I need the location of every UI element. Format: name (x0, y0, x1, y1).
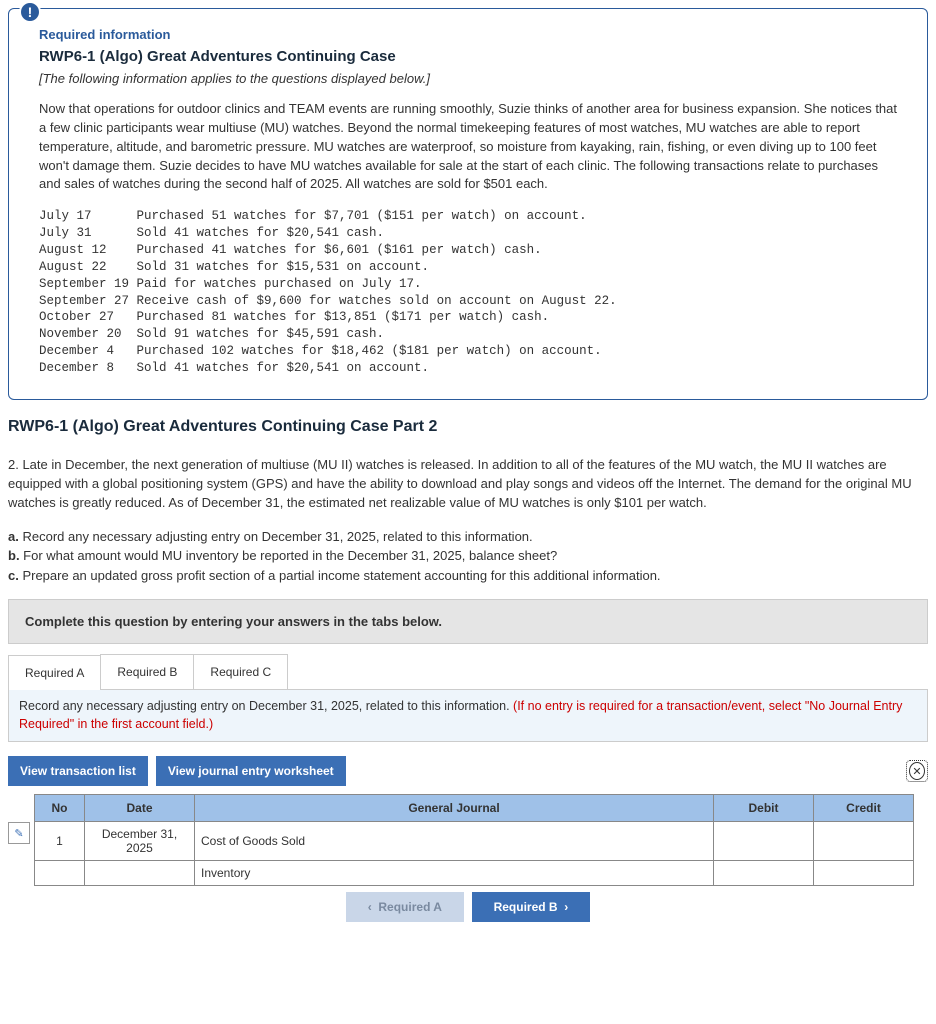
instruction-bar: Complete this question by entering your … (8, 599, 928, 644)
next-required-b-button[interactable]: Required B › (472, 892, 591, 922)
sub-a: a. a. Record any necessary adjusting ent… (8, 527, 928, 547)
col-debit: Debit (714, 795, 814, 822)
nav-row: ‹ Required A Required B › (8, 892, 928, 922)
cell-debit[interactable] (714, 822, 814, 861)
tabs-row: Required A Required B Required C (8, 654, 928, 690)
view-journal-worksheet-button[interactable]: View journal entry worksheet (156, 756, 346, 786)
col-general-journal: General Journal (195, 795, 714, 822)
cell-account[interactable]: Cost of Goods Sold (195, 822, 714, 861)
journal-entry-area: ✎ No Date General Journal Debit Credit 1… (8, 794, 928, 886)
action-row: View transaction list View journal entry… (8, 756, 928, 786)
col-no: No (35, 795, 85, 822)
cell-date[interactable]: December 31, 2025 (85, 822, 195, 861)
close-icon: ✕ (909, 762, 925, 780)
col-credit: Credit (814, 795, 914, 822)
cell-debit[interactable] (714, 861, 814, 886)
prev-required-a-button[interactable]: ‹ Required A (346, 892, 464, 922)
col-date: Date (85, 795, 195, 822)
sub-b: b. For what amount would MU inventory be… (8, 546, 928, 566)
sub-c: c. Prepare an updated gross profit secti… (8, 566, 928, 586)
cell-account[interactable]: Inventory (195, 861, 714, 886)
case-title: RWP6-1 (Algo) Great Adventures Continuin… (39, 48, 897, 65)
case-body-text: Now that operations for outdoor clinics … (39, 100, 897, 194)
subquestions: a. a. Record any necessary adjusting ent… (8, 527, 928, 586)
cell-no[interactable]: 1 (35, 822, 85, 861)
required-info-heading: Required information (39, 27, 897, 42)
applies-note: [The following information applies to th… (39, 71, 897, 86)
journal-row: Inventory (35, 861, 914, 886)
part2-title: RWP6-1 (Algo) Great Adventures Continuin… (8, 418, 928, 436)
journal-header-row: No Date General Journal Debit Credit (35, 795, 914, 822)
cell-credit[interactable] (814, 822, 914, 861)
tab-required-b[interactable]: Required B (100, 654, 194, 689)
note-black: Record any necessary adjusting entry on … (19, 699, 513, 713)
view-transaction-list-button[interactable]: View transaction list (8, 756, 148, 786)
required-information-panel: ! Required information RWP6-1 (Algo) Gre… (8, 8, 928, 400)
cell-credit[interactable] (814, 861, 914, 886)
tab-instruction-note: Record any necessary adjusting entry on … (8, 690, 928, 742)
question-2-intro: 2. Late in December, the next generation… (8, 456, 928, 513)
info-badge-icon: ! (19, 1, 41, 23)
close-worksheet-button[interactable]: ✕ (906, 760, 928, 782)
cell-date[interactable] (85, 861, 195, 886)
journal-table: No Date General Journal Debit Credit 1 D… (34, 794, 914, 886)
tab-required-a[interactable]: Required A (8, 655, 101, 690)
edit-row-icon[interactable]: ✎ (8, 822, 30, 844)
journal-row: 1 December 31, 2025 Cost of Goods Sold (35, 822, 914, 861)
cell-no[interactable] (35, 861, 85, 886)
transactions-list: July 17 Purchased 51 watches for $7,701 … (39, 208, 897, 377)
tab-required-c[interactable]: Required C (193, 654, 288, 689)
